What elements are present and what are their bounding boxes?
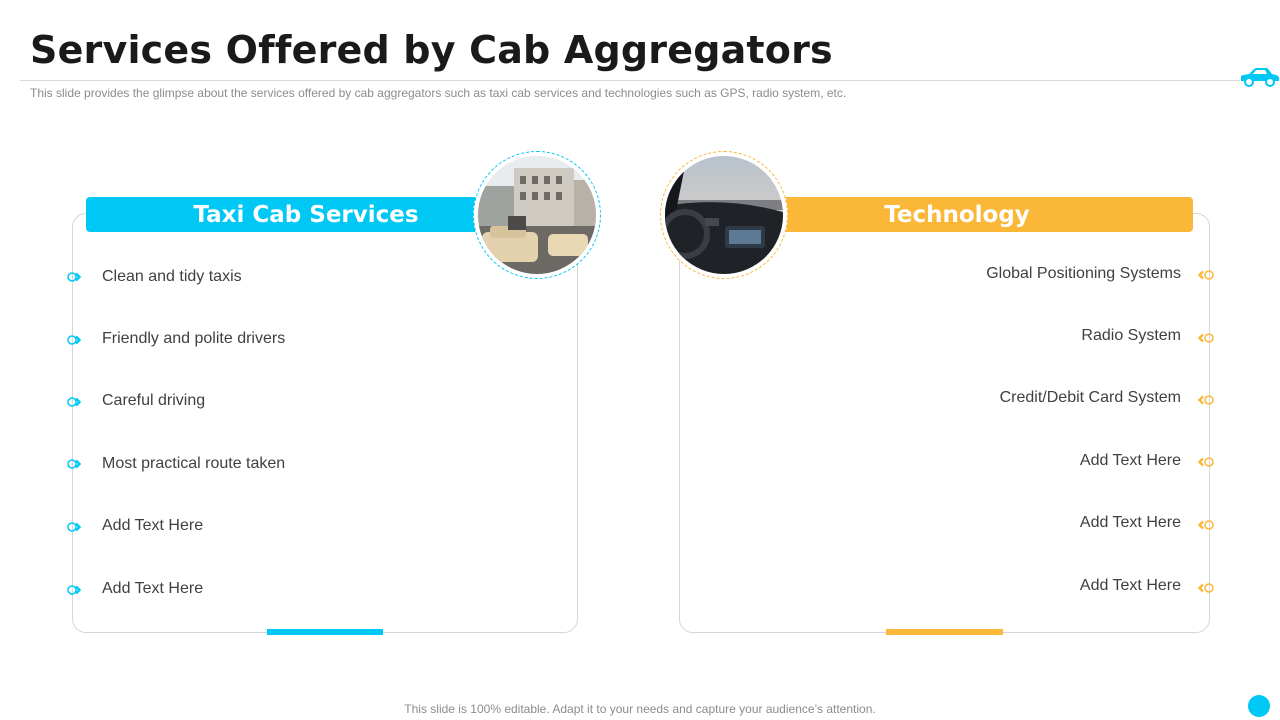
list-item: Add Text Here [1079,577,1181,594]
card-accent-bar [886,629,1003,635]
corner-dot [1248,695,1270,717]
title-divider [20,80,1240,81]
dashboard-photo-frame [660,151,788,279]
car-icon [1241,68,1279,87]
circle-chevron-icon [67,335,82,345]
list-item: Friendly and polite drivers [102,330,286,347]
circle-chevron-icon [1197,270,1214,280]
circle-chevron-icon [1197,333,1214,343]
circle-chevron-icon [67,522,82,532]
list-item: Add Text Here [102,580,204,597]
technology-heading: Technology [721,197,1193,232]
circle-chevron-icon [67,585,82,595]
list-item: Clean and tidy taxis [102,268,242,285]
taxi-services-heading: Taxi Cab Services [86,197,526,232]
circle-chevron-icon [1197,395,1214,405]
list-item: Radio System [1081,327,1181,344]
slide-footer: This slide is 100% editable. Adapt it to… [404,702,876,716]
technology-card [679,213,1210,635]
car-dashboard-photo [665,156,783,274]
circle-chevron-icon [67,397,82,407]
list-item: Credit/Debit Card System [999,389,1181,406]
street-taxis-photo [478,156,596,274]
card-accent-bar [267,629,383,635]
circle-chevron-icon [67,459,82,469]
list-item: Add Text Here [102,517,204,534]
list-item: Add Text Here [1079,514,1181,531]
list-item: Careful driving [102,392,206,409]
taxi-photo-frame [473,151,601,279]
list-item: Add Text Here [1079,452,1181,469]
taxi-services-card [72,213,578,635]
list-item: Most practical route taken [102,455,286,472]
slide-subtitle: This slide provides the glimpse about th… [30,86,847,100]
slide-title: Services Offered by Cab Aggregators [30,28,833,72]
circle-chevron-icon [67,272,82,282]
circle-chevron-icon [1197,457,1214,467]
circle-chevron-icon [1197,583,1214,593]
circle-chevron-icon [1197,520,1214,530]
list-item: Global Positioning Systems [986,265,1181,282]
